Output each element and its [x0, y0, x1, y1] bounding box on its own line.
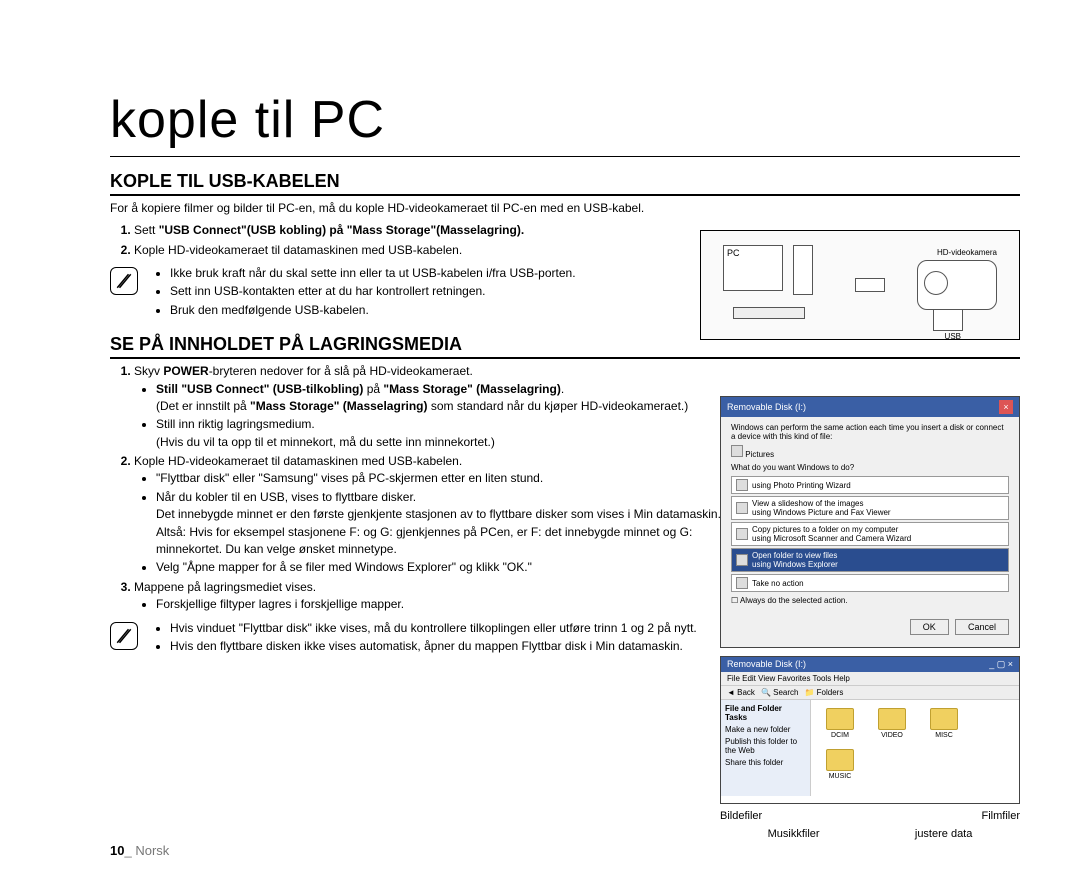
explorer-titlebar: Removable Disk (I:) _ ▢ ×	[721, 657, 1019, 672]
dialog-option[interactable]: Take no action	[731, 574, 1009, 592]
close-icon[interactable]: ×	[999, 400, 1013, 414]
usb-label: USB	[945, 332, 961, 341]
note-icon	[110, 622, 138, 650]
window-controls[interactable]: _ ▢ ×	[989, 659, 1013, 670]
section2-note: Hvis vinduet "Flyttbar disk" ikke vises,…	[110, 620, 760, 657]
list-item: Still inn riktig lagringsmedium. (Hvis d…	[156, 416, 730, 451]
explorer-captions-row1: Bildefiler Filmfiler	[720, 810, 1020, 822]
camera-icon	[917, 260, 997, 310]
dialog-option[interactable]: Copy pictures to a folder on my computer…	[731, 522, 1009, 546]
section1-note-list: Ikke bruk kraft når du skal sette inn el…	[148, 265, 576, 320]
explorer-sidebar: File and Folder Tasks Make a new folder …	[721, 700, 811, 796]
caption-justere-data: justere data	[915, 828, 972, 840]
dialog-checkbox[interactable]: ☐ Always do the selected action.	[731, 594, 1009, 609]
section1-note: Ikke bruk kraft når du skal sette inn el…	[110, 265, 760, 320]
page-title: kople til PC	[110, 90, 1020, 157]
section1-step1: Sett "USB Connect"(USB kobling) på "Mass…	[134, 222, 730, 239]
dialog-desc: Windows can perform the same action each…	[731, 423, 1009, 441]
note-item: Ikke bruk kraft når du skal sette inn el…	[170, 265, 576, 282]
explorer-content: DCIM VIDEO MISC MUSIC	[811, 700, 1019, 796]
section1-steps: Sett "USB Connect"(USB kobling) på "Mass…	[110, 222, 730, 259]
section1-title: KOPLE TIL USB-KABELEN	[110, 171, 1020, 196]
note-item: Sett inn USB-kontakten etter at du har k…	[170, 283, 576, 300]
explorer-toolbar[interactable]: ◄ Back 🔍 Search 📁 Folders	[721, 686, 1019, 700]
dialog-option[interactable]: using Photo Printing Wizard	[731, 476, 1009, 494]
sidebar-item[interactable]: Make a new folder	[725, 725, 806, 734]
sidebar-item[interactable]: Publish this folder to the Web	[725, 737, 806, 755]
caption-musikkfiler: Musikkfiler	[768, 828, 820, 840]
page-footer: 10_ Norsk	[110, 843, 169, 858]
note-item: Bruk den medfølgende USB-kabelen.	[170, 302, 576, 319]
section1-intro: For å kopiere filmer og bilder til PC-en…	[110, 200, 670, 216]
section2-step1: Skyv POWER-bryteren nedover for å slå på…	[134, 363, 730, 451]
usb-plug-icon	[855, 278, 885, 292]
list-item: Når du kobler til en USB, vises to flytt…	[156, 489, 730, 559]
dialog-titlebar: Removable Disk (I:) ×	[721, 397, 1019, 417]
caption-bildefiler: Bildefiler	[720, 810, 762, 822]
dialog-option[interactable]: View a slideshow of the imagesusing Wind…	[731, 496, 1009, 520]
section1-step2: Kople HD-videokameraet til datamaskinen …	[134, 242, 730, 259]
note-item: Hvis den flyttbare disken ikke vises aut…	[170, 638, 697, 655]
folder-icon[interactable]: MUSIC	[819, 749, 861, 780]
sidebar-item[interactable]: Share this folder	[725, 758, 806, 767]
folder-icon[interactable]: MISC	[923, 708, 965, 739]
explorer-captions-row2: Musikkfiler justere data	[720, 828, 1020, 840]
list-item: Forskjellige filtyper lagres i forskjell…	[156, 596, 730, 613]
folder-icon[interactable]: VIDEO	[871, 708, 913, 739]
folder-icon[interactable]: DCIM	[819, 708, 861, 739]
section2-steps: Skyv POWER-bryteren nedover for å slå på…	[110, 363, 730, 613]
explorer-menu[interactable]: File Edit View Favorites Tools Help	[721, 672, 1019, 686]
note-icon	[110, 267, 138, 295]
camera-label: HD-videokamera	[937, 248, 997, 257]
dialog-prompt: What do you want Windows to do?	[731, 463, 1009, 472]
section2-note-list: Hvis vinduet "Flyttbar disk" ikke vises,…	[148, 620, 697, 657]
ok-button[interactable]: OK	[910, 619, 949, 635]
list-item: Still "USB Connect" (USB-tilkobling) på …	[156, 381, 730, 416]
note-item: Hvis vinduet "Flyttbar disk" ikke vises,…	[170, 620, 697, 637]
list-item: Velg "Åpne mapper for å se filer med Win…	[156, 559, 730, 576]
usb-port-icon	[933, 309, 963, 331]
caption-filmfiler: Filmfiler	[982, 810, 1021, 822]
cancel-button[interactable]: Cancel	[955, 619, 1009, 635]
pc-monitor-icon	[723, 245, 783, 291]
section2-step3: Mappene på lagringsmediet vises. Forskje…	[134, 579, 730, 614]
dialog-option-selected[interactable]: Open folder to view filesusing Windows E…	[731, 548, 1009, 572]
usb-connection-diagram: HD-videokamera USB	[700, 230, 1020, 340]
keyboard-icon	[733, 307, 805, 319]
list-item: "Flyttbar disk" eller "Samsung" vises på…	[156, 470, 730, 487]
autoplay-dialog: Removable Disk (I:) × Windows can perfor…	[720, 396, 1020, 648]
explorer-window: Removable Disk (I:) _ ▢ × File Edit View…	[720, 656, 1020, 804]
section2-step2: Kople HD-videokameraet til datamaskinen …	[134, 453, 730, 577]
pc-tower-icon	[793, 245, 813, 295]
